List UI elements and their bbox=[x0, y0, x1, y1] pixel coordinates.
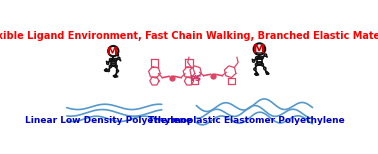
Polygon shape bbox=[255, 73, 258, 75]
Polygon shape bbox=[113, 75, 117, 77]
Circle shape bbox=[256, 63, 258, 66]
Text: Flexible Ligand Environment, Fast Chain Walking, Branched Elastic Material: Flexible Ligand Environment, Fast Chain … bbox=[0, 31, 378, 41]
Polygon shape bbox=[266, 72, 269, 74]
Circle shape bbox=[115, 65, 117, 67]
Bar bbox=[257, 57, 262, 59]
Circle shape bbox=[256, 57, 258, 59]
Bar bbox=[111, 61, 116, 63]
Bar bbox=[257, 62, 262, 64]
Circle shape bbox=[109, 65, 112, 67]
Bar bbox=[111, 64, 116, 66]
Circle shape bbox=[118, 57, 120, 59]
Polygon shape bbox=[105, 69, 108, 71]
Circle shape bbox=[116, 70, 118, 72]
Circle shape bbox=[253, 60, 255, 62]
Circle shape bbox=[107, 62, 109, 64]
Text: vs: vs bbox=[189, 73, 201, 83]
Text: M: M bbox=[253, 43, 266, 56]
Bar bbox=[111, 59, 116, 61]
Circle shape bbox=[254, 43, 265, 55]
Circle shape bbox=[115, 59, 117, 61]
Circle shape bbox=[261, 57, 263, 59]
Circle shape bbox=[110, 59, 112, 61]
Text: M: M bbox=[107, 47, 118, 57]
Circle shape bbox=[108, 46, 118, 56]
Circle shape bbox=[264, 67, 266, 70]
Text: Linear Low Density Polyethylene: Linear Low Density Polyethylene bbox=[25, 116, 192, 126]
Circle shape bbox=[261, 63, 263, 66]
Text: Thermoplastic Elastomer Polyethylene: Thermoplastic Elastomer Polyethylene bbox=[148, 116, 344, 126]
Circle shape bbox=[107, 69, 110, 72]
Circle shape bbox=[264, 54, 266, 56]
Circle shape bbox=[254, 68, 256, 70]
Bar bbox=[257, 59, 262, 62]
